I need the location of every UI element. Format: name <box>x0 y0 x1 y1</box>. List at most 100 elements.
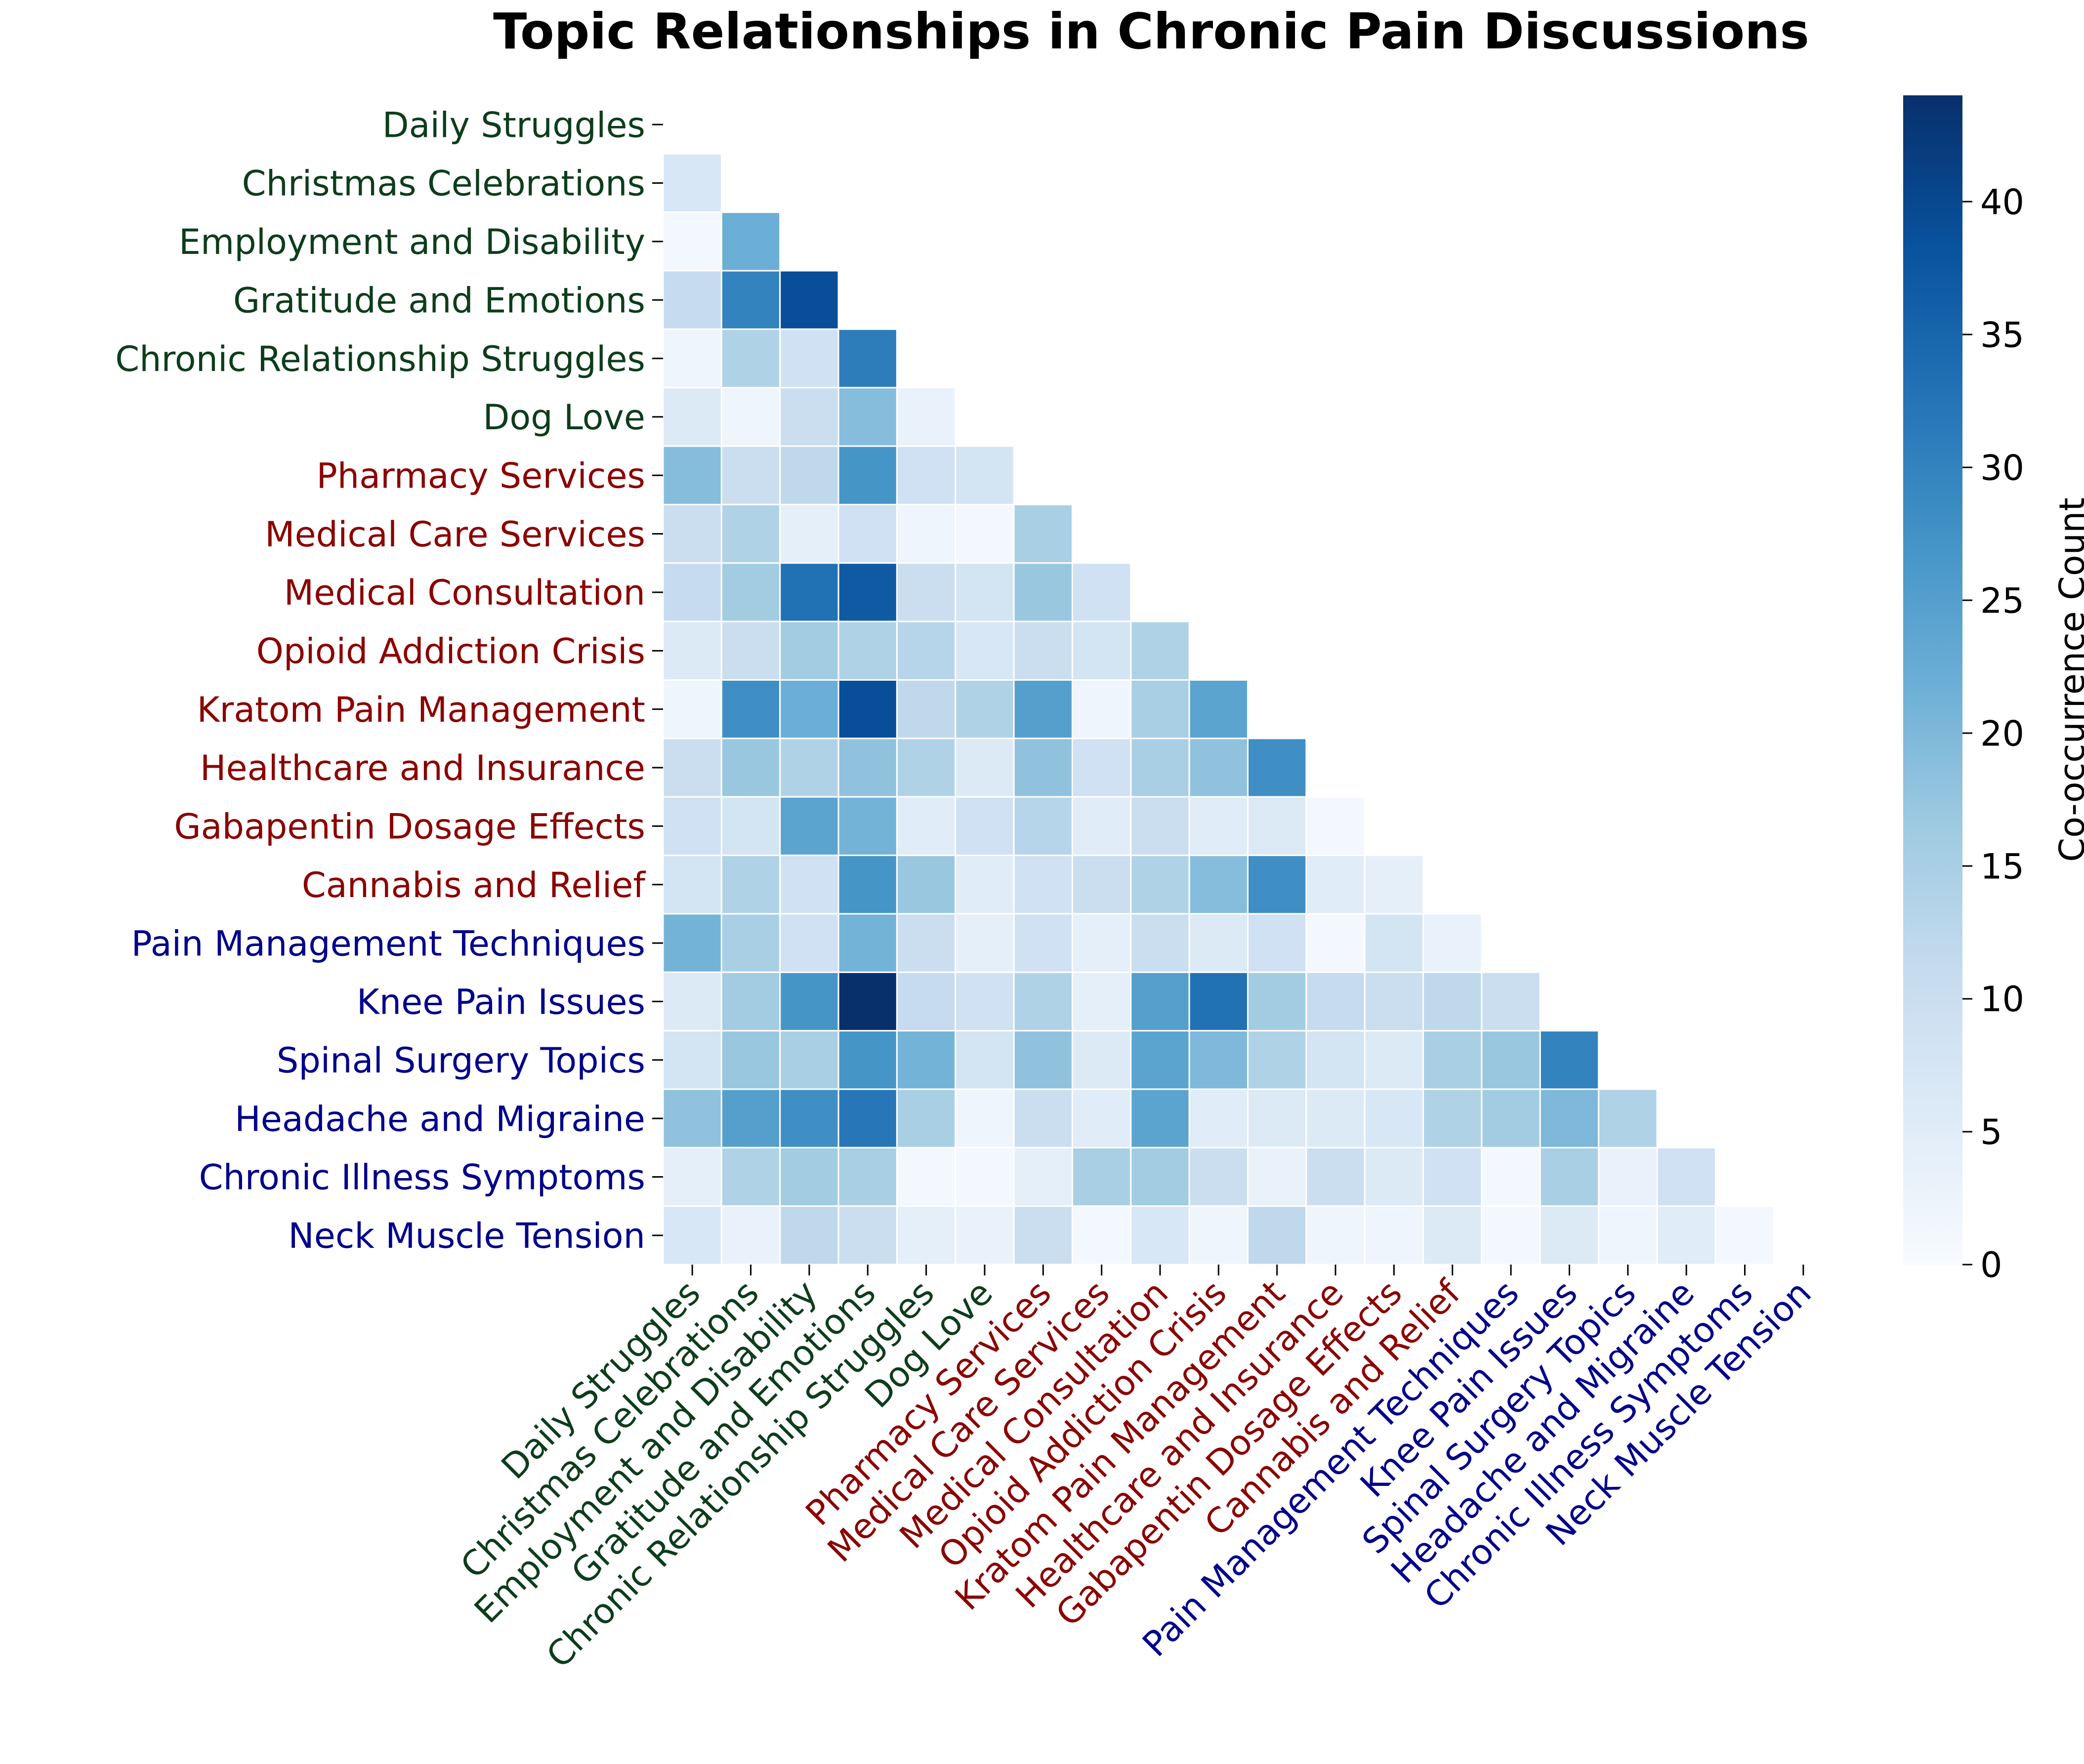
heatmap-cell <box>720 445 781 505</box>
colorbar-tick-label: 25 <box>1980 580 2024 621</box>
heatmap-cell <box>955 1205 1015 1266</box>
heatmap-cell <box>662 738 722 798</box>
heatmap-cell <box>896 1088 957 1149</box>
heatmap-cell <box>779 328 839 389</box>
colorbar-label: Co-occurrence Count <box>2052 497 2084 862</box>
heatmap-cell <box>1481 1205 1541 1266</box>
heatmap-cell <box>779 913 839 973</box>
heatmap-cell <box>1247 796 1307 857</box>
heatmap-cell <box>779 855 839 915</box>
heatmap-cell <box>1013 1088 1073 1149</box>
heatmap-cell <box>1364 971 1424 1032</box>
heatmap-cell <box>779 1147 839 1207</box>
heatmap-cell <box>1071 679 1132 739</box>
heatmap-cell <box>1305 796 1366 857</box>
heatmap-cell <box>720 562 781 622</box>
heatmap-cell <box>1071 620 1132 681</box>
heatmap-cell <box>896 738 957 798</box>
heatmap-cell <box>720 796 781 857</box>
heatmap-cell <box>720 387 781 447</box>
y-tick-label: Dog Love <box>483 397 645 438</box>
heatmap-cell <box>1539 1030 1600 1090</box>
heatmap-cell <box>837 562 898 622</box>
heatmap-cell <box>779 562 839 622</box>
heatmap-cell <box>1188 1205 1249 1266</box>
heatmap-cell <box>662 153 722 213</box>
y-tick-label: Healthcare and Insurance <box>200 748 645 788</box>
heatmap-cell <box>720 211 781 272</box>
heatmap-cell <box>955 445 1015 505</box>
heatmap-cell <box>662 1088 722 1149</box>
heatmap-cell <box>1130 1030 1190 1090</box>
heatmap-cell <box>955 913 1015 973</box>
y-tick-label: Headache and Migraine <box>235 1099 645 1139</box>
heatmap-cell <box>1247 855 1307 915</box>
heatmap-cell <box>662 679 722 739</box>
colorbar-gradient <box>1903 95 1962 1265</box>
heatmap-cell <box>896 679 957 739</box>
heatmap-cell <box>1188 1088 1249 1149</box>
y-tick-label: Daily Struggles <box>382 105 645 145</box>
heatmap-cell <box>1305 1030 1366 1090</box>
heatmap-cell <box>837 1030 898 1090</box>
heatmap-cell <box>955 1030 1015 1090</box>
heatmap-cell <box>1071 562 1132 622</box>
heatmap-cell <box>837 387 898 447</box>
heatmap-cell <box>1071 738 1132 798</box>
heatmap-cell <box>662 971 722 1032</box>
y-tick-label: Knee Pain Issues <box>357 982 645 1023</box>
heatmap-cell <box>1013 796 1073 857</box>
heatmap-cell <box>1013 1147 1073 1207</box>
heatmap-cell <box>1656 1205 1716 1266</box>
heatmap-cell <box>1071 913 1132 973</box>
heatmap-cell <box>1013 855 1073 915</box>
y-tick-label: Gabapentin Dosage Effects <box>174 807 645 847</box>
heatmap-cell <box>1305 913 1366 973</box>
y-tick-label: Neck Muscle Tension <box>288 1216 645 1256</box>
y-tick-label: Spinal Surgery Topics <box>277 1040 645 1081</box>
heatmap-cell <box>896 971 957 1032</box>
heatmap-cell <box>1247 971 1307 1032</box>
heatmap-cell <box>1071 855 1132 915</box>
heatmap-cell <box>1422 971 1483 1032</box>
heatmap-cell <box>1130 620 1190 681</box>
heatmap-cell <box>1364 1147 1424 1207</box>
heatmap-cell <box>1422 1147 1483 1207</box>
heatmap-cell <box>1188 971 1249 1032</box>
heatmap-cells <box>662 153 1775 1266</box>
heatmap-cell <box>779 679 839 739</box>
heatmap-cell <box>955 738 1015 798</box>
heatmap-cell <box>779 738 839 798</box>
heatmap-cell <box>896 387 957 447</box>
heatmap-cell <box>896 1205 957 1266</box>
heatmap-cell <box>896 562 957 622</box>
heatmap-cell <box>1247 1147 1307 1207</box>
heatmap-cell <box>662 1147 722 1207</box>
heatmap-cell <box>720 679 781 739</box>
y-tick-label: Christmas Celebrations <box>242 164 645 204</box>
heatmap-cell <box>896 1147 957 1207</box>
heatmap-cell <box>720 620 781 681</box>
y-tick-label: Gratitude and Emotions <box>233 280 645 321</box>
heatmap-cell <box>1364 855 1424 915</box>
colorbar-tick-label: 40 <box>1980 182 2024 222</box>
heatmap-cell <box>1305 1088 1366 1149</box>
heatmap-cell <box>955 796 1015 857</box>
colorbar-tick-label: 35 <box>1980 315 2024 355</box>
heatmap-cell <box>1013 679 1073 739</box>
heatmap-cell <box>1305 855 1366 915</box>
y-tick-label: Cannabis and Relief <box>302 865 646 905</box>
heatmap-cell <box>662 620 722 681</box>
y-tick-label: Medical Care Services <box>265 514 645 555</box>
heatmap-cell <box>662 211 722 272</box>
heatmap-cell <box>1130 679 1190 739</box>
heatmap-cell <box>1071 971 1132 1032</box>
heatmap-cell <box>1071 1088 1132 1149</box>
heatmap-cell <box>720 1088 781 1149</box>
y-tick-label: Opioid Addiction Crisis <box>256 631 645 672</box>
colorbar-tick-label: 20 <box>1980 713 2024 754</box>
heatmap-cell <box>1130 913 1190 973</box>
heatmap-cell <box>1013 913 1073 973</box>
heatmap-cell <box>955 855 1015 915</box>
